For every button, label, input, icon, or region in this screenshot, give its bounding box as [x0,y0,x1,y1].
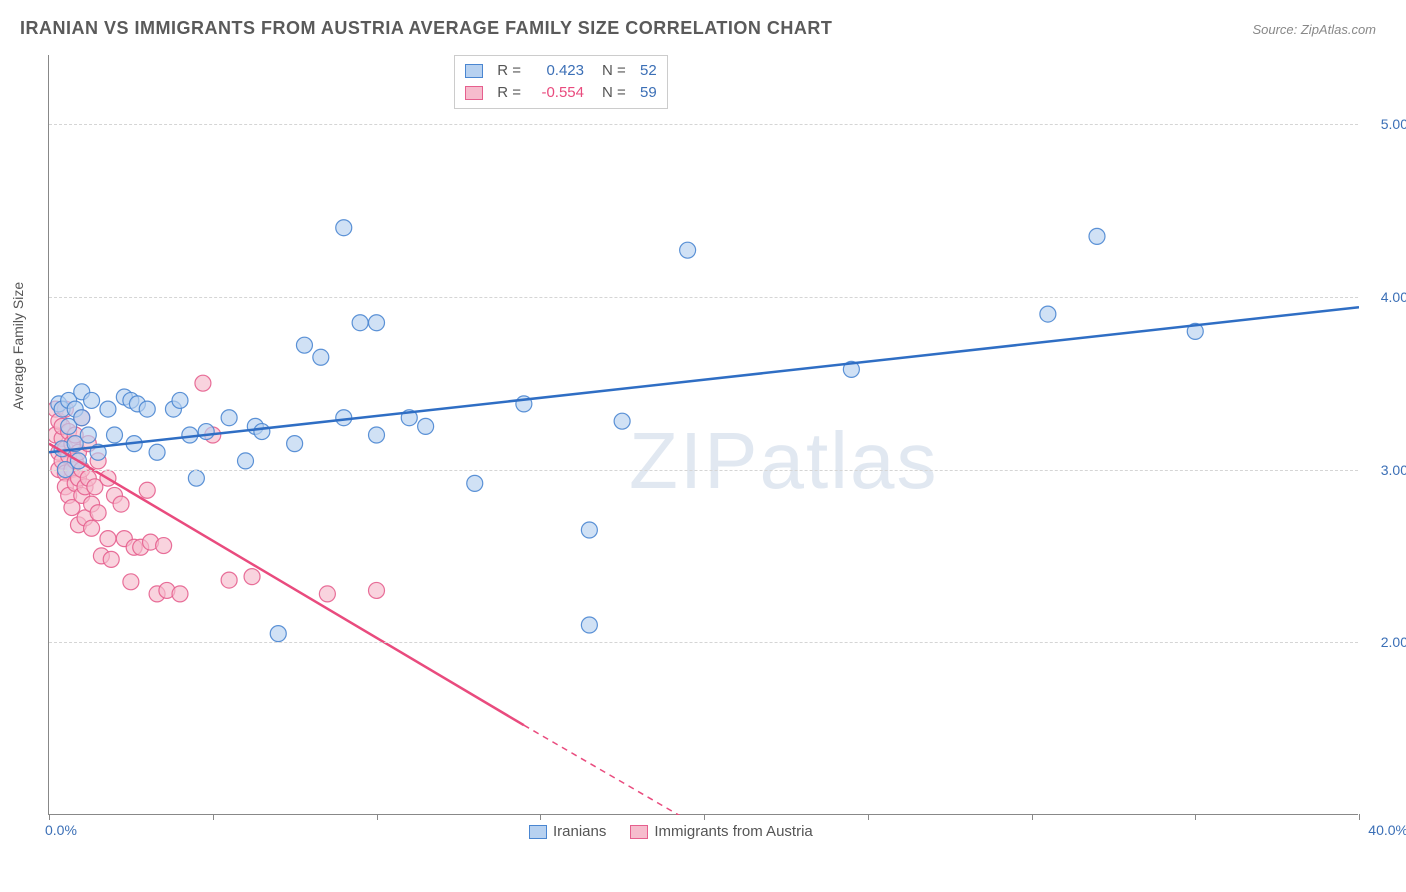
x-tick [868,814,869,820]
data-point [296,337,312,353]
data-point [369,427,385,443]
gridline [49,470,1358,471]
data-point [221,410,237,426]
x-tick [704,814,705,820]
regression-line-b [49,444,524,726]
correlation-legend: R = 0.423 N = 52 R = -0.554 N = 59 [454,55,668,109]
data-point [100,531,116,547]
legend-swatch-a [465,64,483,78]
r-label: R = [491,60,521,82]
regression-line-b-extrapolated [524,725,753,815]
data-point [614,413,630,429]
data-point [238,453,254,469]
data-point [113,496,129,512]
data-point [1089,228,1105,244]
data-point [74,410,90,426]
legend-label-b: Immigrants from Austria [654,823,812,840]
data-point [581,522,597,538]
r-value-b: -0.554 [529,82,584,104]
data-point [254,424,270,440]
legend-item-austria: Immigrants from Austria [630,823,812,840]
data-point [107,427,123,443]
x-tick [1032,814,1033,820]
data-point [195,375,211,391]
regression-line-a [49,307,1359,452]
data-point [221,572,237,588]
source-attribution: Source: ZipAtlas.com [1252,22,1376,37]
n-label: N = [602,82,632,104]
x-tick [540,814,541,820]
gridline [49,642,1358,643]
r-value-a: 0.423 [529,60,584,82]
data-point [90,505,106,521]
data-point [103,551,119,567]
data-point [287,436,303,452]
data-point [188,470,204,486]
data-point [139,401,155,417]
series-legend: Iranians Immigrants from Austria [529,823,813,840]
data-point [80,427,96,443]
scatter-svg [49,55,1359,815]
y-tick-label: 3.00 [1381,462,1406,478]
data-point [467,475,483,491]
data-point [100,401,116,417]
data-point [172,392,188,408]
legend-swatch-b [630,825,648,839]
y-tick-label: 5.00 [1381,116,1406,132]
data-point [139,482,155,498]
x-tick [1359,814,1360,820]
x-tick [377,814,378,820]
data-point [581,617,597,633]
legend-swatch-b [465,86,483,100]
data-point [149,444,165,460]
data-point [270,626,286,642]
x-axis-min-label: 0.0% [45,822,77,838]
x-tick [1195,814,1196,820]
chart-title: IRANIAN VS IMMIGRANTS FROM AUSTRIA AVERA… [20,18,832,39]
data-point [319,586,335,602]
n-label: N = [602,60,632,82]
data-point [1040,306,1056,322]
data-point [156,538,172,554]
data-point [418,418,434,434]
n-value-a: 52 [640,60,657,82]
legend-swatch-a [529,825,547,839]
data-point [84,520,100,536]
data-point [123,574,139,590]
r-label: R = [491,82,521,104]
y-axis-label: Average Family Size [10,282,26,410]
data-point [244,569,260,585]
legend-row-iranians: R = 0.423 N = 52 [465,60,657,82]
y-tick-label: 4.00 [1381,289,1406,305]
data-point [313,349,329,365]
y-tick-label: 2.00 [1381,634,1406,650]
gridline [49,124,1358,125]
x-tick [49,814,50,820]
data-point [84,392,100,408]
n-value-b: 59 [640,82,657,104]
data-point [336,220,352,236]
data-point [352,315,368,331]
data-point [369,315,385,331]
legend-item-iranians: Iranians [529,823,606,840]
data-point [198,424,214,440]
data-point [680,242,696,258]
chart-plot-area: ZIPatlas R = 0.423 N = 52 R = -0.554 N =… [48,55,1358,815]
gridline [49,297,1358,298]
data-point [369,582,385,598]
x-axis-max-label: 40.0% [1368,822,1406,838]
legend-label-a: Iranians [553,823,606,840]
x-tick [213,814,214,820]
data-point [336,410,352,426]
legend-row-austria: R = -0.554 N = 59 [465,82,657,104]
data-point [172,586,188,602]
